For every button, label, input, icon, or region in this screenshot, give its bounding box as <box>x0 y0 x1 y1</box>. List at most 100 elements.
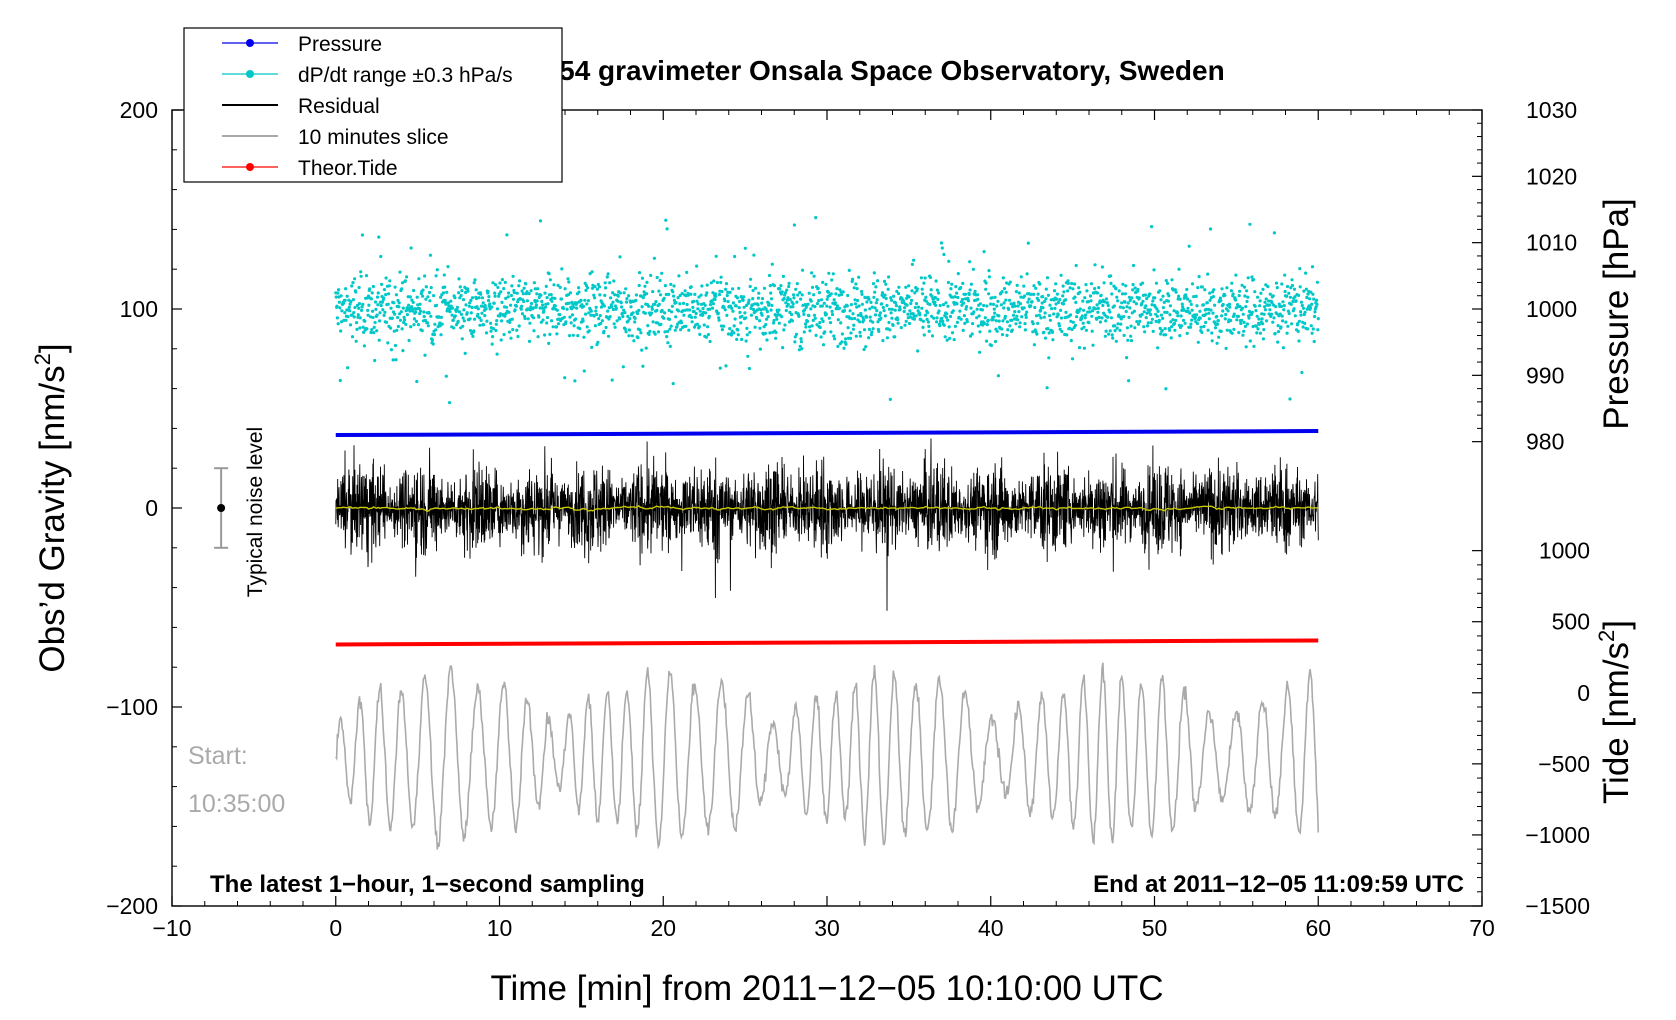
dpdt-point <box>790 319 795 323</box>
dpdt-point <box>1106 315 1110 319</box>
dpdt-point <box>1291 299 1295 304</box>
dpdt-point <box>813 316 817 320</box>
dpdt-point <box>803 308 807 312</box>
dpdt-point <box>1195 304 1199 308</box>
dpdt-point <box>734 304 738 308</box>
dpdt-point <box>476 312 480 316</box>
dpdt-point <box>1301 306 1306 310</box>
dpdt-point <box>751 288 755 293</box>
dpdt-point <box>1070 281 1074 286</box>
dpdt-point <box>1310 331 1314 335</box>
dpdt-point <box>1148 292 1152 296</box>
dpdt-point <box>571 333 575 337</box>
dpdt-point <box>806 302 810 306</box>
dpdt-point <box>926 320 931 324</box>
dpdt-point <box>896 291 901 296</box>
dpdt-point <box>571 302 575 307</box>
dpdt-point <box>545 296 549 300</box>
dpdt-point <box>491 327 495 331</box>
dpdt-point <box>567 301 571 305</box>
dpdt-point <box>575 306 579 310</box>
dpdt-point <box>1099 293 1103 297</box>
dpdt-point <box>495 319 499 323</box>
dpdt-point <box>479 318 483 322</box>
dpdt-point <box>498 281 502 285</box>
dpdt-point <box>672 298 677 302</box>
dpdt-point <box>1278 312 1282 316</box>
dpdt-point <box>1018 325 1022 329</box>
dpdt-point <box>1179 314 1183 318</box>
dpdt-point <box>665 329 670 334</box>
dpdt-point <box>373 300 378 304</box>
dpdt-point <box>1035 332 1039 336</box>
dpdt-point <box>772 321 776 325</box>
dpdt-point <box>453 314 457 318</box>
dpdt-point <box>568 315 572 319</box>
dpdt-point <box>1070 327 1074 332</box>
dpdt-point <box>414 319 418 323</box>
dpdt-point <box>836 344 840 348</box>
dpdt-point <box>665 335 669 339</box>
dpdt-point <box>925 317 929 321</box>
dpdt-point <box>935 288 940 292</box>
dpdt-point <box>904 319 908 323</box>
dpdt-point <box>770 262 774 266</box>
dpdt-point <box>1306 327 1310 331</box>
dpdt-point <box>394 358 398 362</box>
dpdt-point <box>1242 329 1246 333</box>
dpdt-point <box>489 329 493 333</box>
dpdt-point <box>701 313 705 317</box>
dpdt-point <box>1045 386 1049 390</box>
dpdt-point <box>1198 309 1202 313</box>
dpdt-point <box>1174 318 1178 322</box>
dpdt-point <box>424 297 428 301</box>
dpdt-point <box>1262 312 1266 316</box>
dpdt-point <box>1034 286 1038 290</box>
dpdt-point <box>1064 298 1068 302</box>
dpdt-point <box>820 317 824 321</box>
dpdt-point <box>928 302 932 307</box>
dpdt-point <box>423 274 427 278</box>
dpdt-point <box>1069 339 1073 343</box>
dpdt-point <box>760 297 765 301</box>
dpdt-point <box>1215 341 1219 345</box>
dpdt-point <box>584 288 588 292</box>
dpdt-point <box>410 306 414 311</box>
dpdt-point <box>468 329 473 333</box>
dpdt-point <box>916 349 920 353</box>
dpdt-point <box>1056 313 1060 317</box>
dpdt-point <box>1257 322 1261 326</box>
dpdt-point <box>477 316 482 320</box>
dpdt-point <box>965 320 969 324</box>
dpdt-point <box>387 284 391 288</box>
dpdt-point <box>527 292 531 296</box>
dpdt-point <box>1268 292 1272 296</box>
dpdt-point <box>1052 289 1057 293</box>
dpdt-point <box>942 323 946 327</box>
dpdt-point <box>1315 302 1319 306</box>
dpdt-point <box>700 284 704 288</box>
dpdt-point <box>863 295 867 299</box>
dpdt-point <box>1060 329 1064 334</box>
dpdt-point <box>1068 313 1073 317</box>
dpdt-point <box>577 290 581 294</box>
dpdt-point <box>1057 324 1061 328</box>
dpdt-point <box>689 285 693 289</box>
dpdt-point <box>1270 312 1274 316</box>
dpdt-point <box>398 270 402 274</box>
dpdt-point <box>790 312 794 317</box>
dpdt-point <box>550 319 554 323</box>
pressure-tick-label: 1010 <box>1526 230 1577 256</box>
dpdt-point <box>594 309 598 313</box>
dpdt-point <box>736 333 740 337</box>
dpdt-point <box>804 325 808 329</box>
dpdt-point <box>1226 309 1230 313</box>
dpdt-point <box>723 308 727 312</box>
dpdt-point <box>1040 301 1044 305</box>
dpdt-point <box>997 314 1001 318</box>
dpdt-point <box>1258 299 1262 303</box>
dpdt-point <box>1117 289 1121 293</box>
dpdt-point <box>672 294 676 298</box>
dpdt-point <box>1057 300 1061 304</box>
dpdt-point <box>868 315 872 319</box>
